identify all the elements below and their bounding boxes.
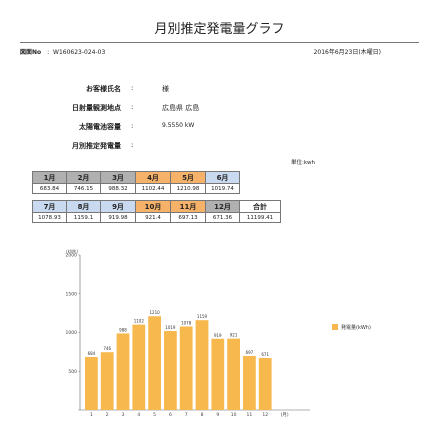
bar-6 [164, 331, 177, 410]
unit-label: 単位:kwh [291, 160, 316, 166]
bar-5 [148, 316, 161, 410]
month-header-3: 3月 [100, 171, 136, 184]
x-tick-label-3: 3 [122, 412, 125, 418]
bar-value-label-2: 746 [103, 346, 111, 351]
month-header-2: 2月 [66, 171, 101, 184]
location-value: 広島県 広島 [162, 104, 200, 112]
x-tick-label-6: 6 [169, 412, 172, 418]
customer-colon: : [131, 84, 134, 92]
x-tick-label-4: 4 [137, 412, 140, 418]
month-header-1: 1月 [32, 171, 67, 184]
generation-chart: (kWh) 500 1000 1500 2000 684 1 746 2 988 3 1102 4 121… [60, 245, 399, 425]
bar-10 [227, 338, 240, 410]
bar-value-label-5: 1210 [150, 310, 161, 315]
x-tick-label-9: 9 [216, 412, 219, 418]
y-tick-label: 1000 [66, 330, 78, 336]
x-axis-unit: (月) [281, 412, 289, 418]
doc-number: 図面No: W160623-024-03 [20, 47, 105, 56]
x-tick-label-10: 10 [231, 412, 237, 418]
bar-value-label-10: 921 [230, 333, 238, 338]
capacity-colon: : [131, 122, 134, 130]
bar-value-label-9: 919 [214, 333, 222, 338]
legend-label: 発電量(kWh) [341, 324, 371, 331]
month-header-b-7: 合計 [239, 200, 281, 213]
capacity-value: 9.5550 kW [162, 122, 195, 129]
bar-11 [243, 355, 256, 410]
monthly-table-second-half: 7月 8月 9月 10月 11月 12月 合計 1078.93 1159.1 919.98 921… [32, 200, 281, 223]
x-tick-label-11: 11 [247, 412, 253, 418]
location-row: 日射量観測地点 : 広島県 広島 [0, 103, 439, 115]
bar-value-label-8: 1159 [197, 314, 208, 319]
month-header-b-2: 8月 [66, 200, 101, 213]
bar-value-label-1: 684 [88, 351, 96, 356]
month-header-4: 4月 [135, 171, 171, 184]
month-value-b-5: 697.13 [170, 212, 206, 223]
title-divider [20, 42, 419, 43]
monthly-label: 月別推定発電量 [72, 142, 121, 150]
month-value-b-4: 921.4 [135, 212, 171, 223]
bar-1 [85, 356, 98, 410]
x-tick-label-1: 1 [90, 412, 93, 418]
month-header-b-5: 11月 [170, 200, 206, 213]
x-tick-label-5: 5 [153, 412, 156, 418]
legend-swatch [332, 324, 338, 330]
month-value-5: 1210.98 [170, 183, 206, 194]
bar-value-label-12: 671 [261, 352, 269, 357]
doc-number-value: W160623-024-03 [53, 49, 106, 56]
month-header-b-4: 10月 [135, 200, 171, 213]
customer-label: お客様氏名 [86, 85, 121, 93]
bar-2 [100, 352, 114, 410]
bar-value-label-7: 1078 [181, 320, 192, 325]
x-tick-label-2: 2 [106, 412, 109, 418]
month-header-b-6: 12月 [205, 200, 240, 213]
bar-3 [116, 333, 130, 410]
bar-8 [195, 320, 209, 410]
bar-9 [211, 338, 225, 410]
month-value-2: 746.15 [66, 183, 101, 194]
month-value-b-6: 671.36 [205, 212, 240, 223]
capacity-row: 太陽電池容量 : 9.5550 kW [0, 122, 439, 134]
customer-row: お客様氏名 : 様 [0, 84, 439, 96]
y-tick-label: 2000 [66, 253, 78, 259]
bar-value-label-4: 1102 [134, 319, 145, 324]
month-value-b-2: 1159.1 [66, 212, 101, 223]
bar-4 [132, 324, 146, 410]
bar-value-label-11: 697 [246, 350, 254, 355]
monthly-table-first-half: 1月 2月 3月 4月 5月 6月 683.84 746.15 988.32 1102.44 12… [32, 171, 240, 194]
month-value-3: 988.32 [100, 183, 136, 194]
bar-7 [179, 326, 193, 410]
y-axis-label: (kWh) [66, 249, 78, 254]
document-date: 2016年6月23日(木曜日) [313, 49, 381, 56]
month-value-b-1: 1078.93 [32, 212, 67, 223]
location-label: 日射量観測地点 [72, 104, 121, 112]
y-tick-label: 500 [68, 369, 77, 375]
month-value-b-7: 11199.41 [239, 212, 281, 223]
x-tick-label-8: 8 [201, 412, 204, 418]
bar-value-label-6: 1019 [165, 325, 176, 330]
month-value-6: 1019.74 [205, 183, 240, 194]
bar-value-label-3: 988 [119, 327, 127, 332]
month-header-b-3: 9月 [100, 200, 136, 213]
x-tick-label-7: 7 [185, 412, 188, 418]
doc-number-colon: : [47, 49, 50, 56]
monthly-colon: : [131, 141, 134, 149]
month-value-4: 1102.44 [135, 183, 171, 194]
page-title: 月別推定発電量グラフ [154, 22, 285, 37]
capacity-label: 太陽電池容量 [79, 123, 121, 131]
y-tick-label: 1500 [66, 291, 78, 297]
month-value-1: 683.84 [32, 183, 67, 194]
month-value-b-3: 919.98 [100, 212, 136, 223]
monthly-row: 月別推定発電量 : [0, 141, 439, 153]
doc-number-label: 図面No [20, 49, 42, 56]
month-header-b-1: 7月 [32, 200, 67, 213]
customer-value: 様 [162, 85, 169, 93]
month-header-6: 6月 [205, 171, 240, 184]
location-colon: : [131, 103, 134, 111]
bar-12 [258, 357, 272, 410]
x-tick-label-12: 12 [262, 412, 268, 418]
month-header-5: 5月 [170, 171, 206, 184]
chart-svg: (kWh)50010001500200068417462988311024121… [66, 249, 371, 418]
